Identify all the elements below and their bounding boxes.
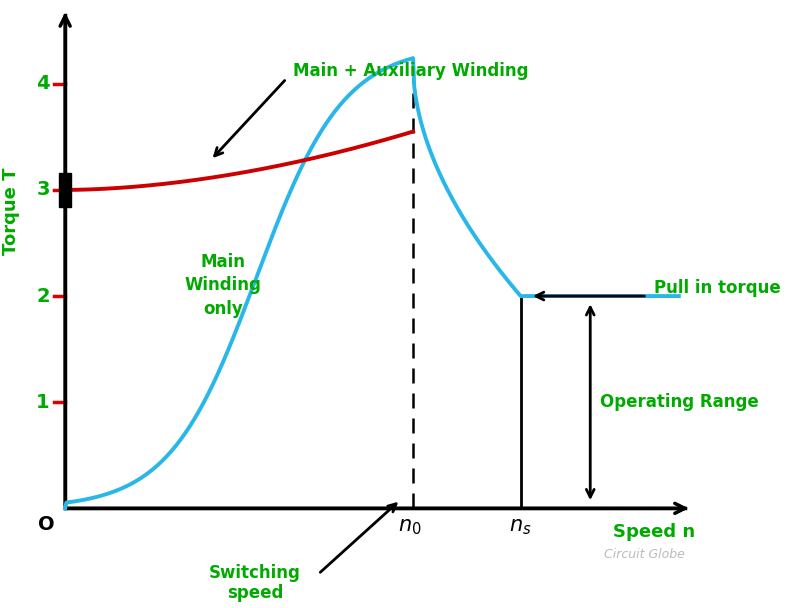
Text: Speed n: Speed n (612, 523, 695, 541)
Text: 1: 1 (36, 393, 50, 412)
Text: Circuit Globe: Circuit Globe (604, 548, 685, 561)
Text: Main + Auxiliary Winding: Main + Auxiliary Winding (293, 62, 529, 80)
Text: Switching
speed: Switching speed (209, 564, 301, 603)
Bar (59, 173, 71, 207)
Text: 4: 4 (36, 74, 50, 93)
Text: Main
Winding
only: Main Winding only (185, 253, 262, 318)
Text: Pull in torque: Pull in torque (653, 278, 780, 297)
Text: 3: 3 (36, 181, 50, 199)
Text: Operating Range: Operating Range (600, 393, 759, 411)
Text: $n_s$: $n_s$ (509, 517, 532, 537)
Text: $n_0$: $n_0$ (398, 517, 422, 537)
Text: Torque T: Torque T (2, 167, 20, 255)
Text: 2: 2 (36, 286, 50, 306)
Text: O: O (38, 515, 54, 534)
